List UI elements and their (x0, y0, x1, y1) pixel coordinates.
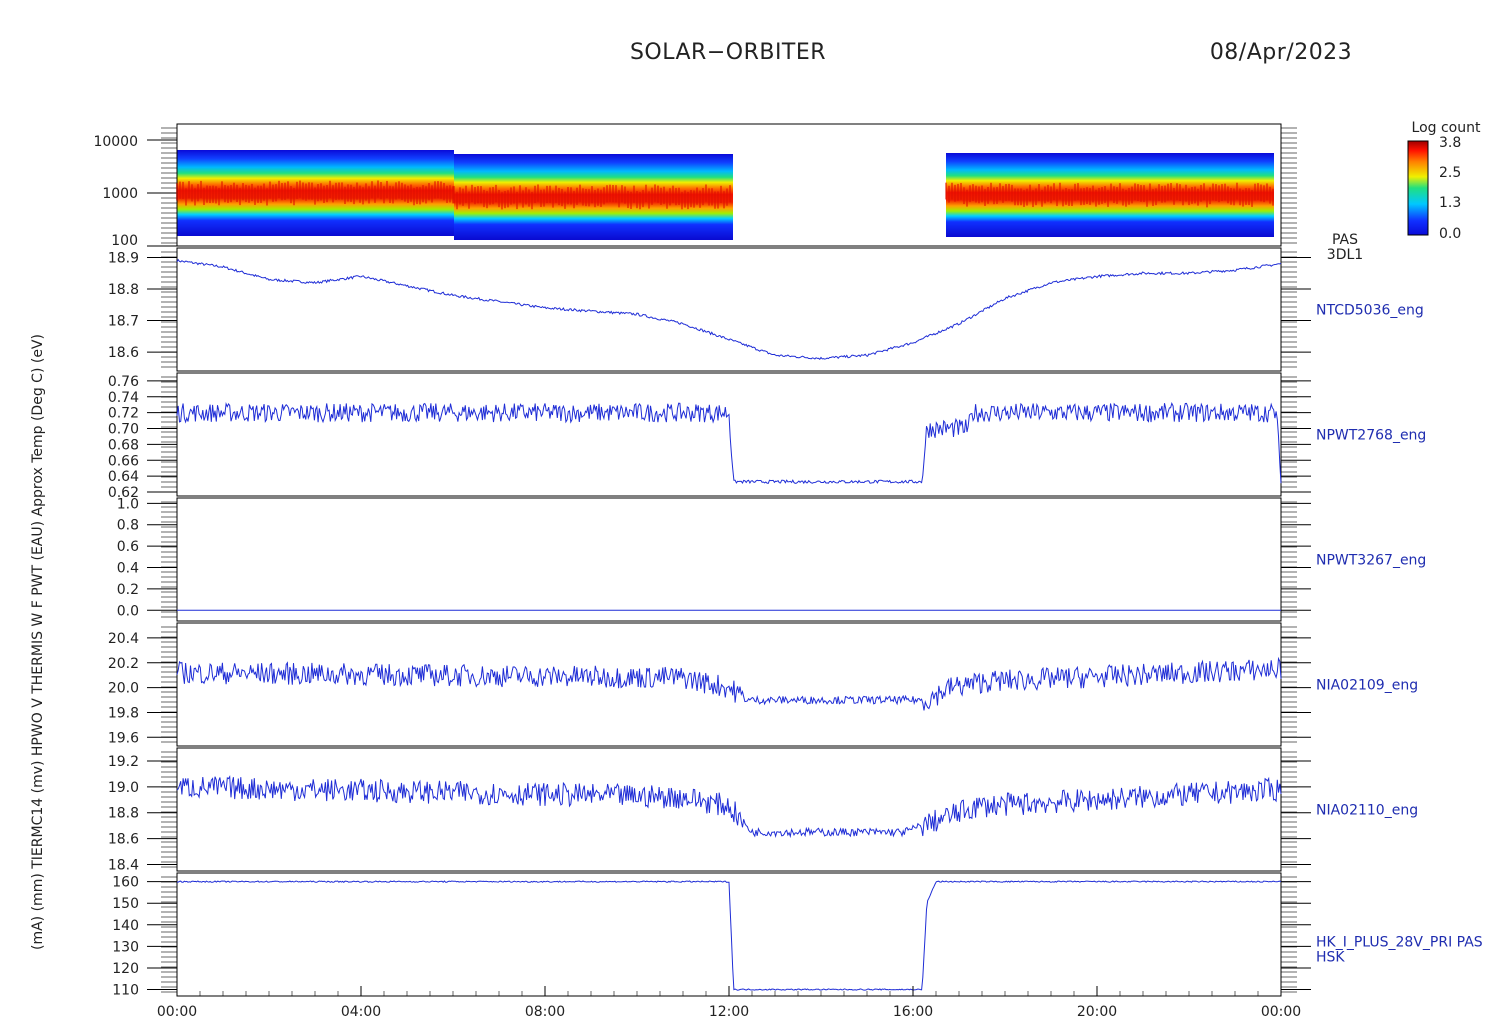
spec-ytick-10000: 10000 (93, 134, 138, 150)
colorbar-tick-3: 0.0 (1439, 226, 1461, 242)
y-axis-overlap-label: (mA) (mm) TIERMC14 (mv) HPWO V THERMIS W… (30, 334, 46, 950)
x-tick-label: 04:00 (341, 1004, 381, 1020)
ytick-label: 0.74 (108, 390, 139, 406)
chart-date: 08/Apr/2023 (1210, 40, 1352, 65)
spec-ytick-100: 100 (111, 233, 138, 249)
ytick-label: 0.68 (108, 437, 139, 453)
chart-title: SOLAR−ORBITER (630, 40, 826, 65)
ytick-label: 18.6 (108, 832, 139, 848)
series-line-NIA02110_eng (176, 775, 1282, 839)
ytick-label: 19.8 (108, 705, 139, 721)
colorbar-gradient (1407, 140, 1429, 236)
ytick-label: 0.66 (108, 453, 139, 469)
panel-frame-1 (176, 247, 1282, 372)
ytick-label: 0.70 (108, 422, 139, 438)
colorbar-title: Log count (1412, 120, 1481, 136)
ytick-label: 120 (112, 961, 139, 977)
spectrogram-block-2 (454, 154, 733, 240)
ytick-label: 150 (112, 896, 139, 912)
x-tick-label: 12:00 (709, 1004, 749, 1020)
ytick-label: 20.0 (108, 681, 139, 697)
ytick-label: 0.2 (117, 582, 139, 598)
ytick-label: 18.6 (108, 345, 139, 361)
x-tick-label: 08:00 (525, 1004, 565, 1020)
x-tick-label: 00:00 (1261, 1004, 1301, 1020)
colorbar: Log count 3.8 2.5 1.3 0.0 (1407, 120, 1481, 242)
series-label: HK_I_PLUS_28V_PRI PAS (1316, 935, 1483, 951)
ytick-label: 19.2 (108, 754, 139, 770)
ytick-label: 18.9 (108, 250, 139, 266)
ytick-label: 1.0 (117, 496, 139, 512)
series-line-NPWT2768_eng (176, 402, 1282, 485)
x-tick-label: 20:00 (1077, 1004, 1117, 1020)
ytick-label: 18.4 (108, 858, 139, 874)
ytick-label: 19.6 (108, 730, 139, 746)
ytick-label: 0.8 (117, 518, 139, 534)
panel-frame-3 (176, 497, 1282, 622)
ytick-label: 19.0 (108, 780, 139, 796)
ytick-label: 0.72 (108, 406, 139, 422)
series-label: HSK (1316, 950, 1345, 966)
ytick-label: 160 (112, 875, 139, 891)
ytick-label: 18.7 (108, 314, 139, 330)
spec-ytick-1000: 1000 (102, 186, 138, 202)
series-line-HK_I_PLUS_28V_PRI PAS (177, 880, 1282, 991)
series-label: NPWT3267_eng (1316, 553, 1426, 569)
series-line-NTCD5036_eng (176, 258, 1282, 361)
series-line-NIA02109_eng (176, 656, 1282, 711)
panel-frame-2 (176, 372, 1282, 497)
x-tick-label: 00:00 (157, 1004, 197, 1020)
x-tick-label: 16:00 (893, 1004, 933, 1020)
ytick-label: 0.4 (117, 561, 139, 577)
ytick-label: 140 (112, 918, 139, 934)
panel-frame-5 (176, 747, 1282, 872)
pas-label: PAS (1332, 232, 1358, 248)
ytick-label: 18.8 (108, 282, 139, 298)
pas-3dl1-label: 3DL1 (1327, 247, 1363, 263)
panel-frame-4 (176, 622, 1282, 747)
colorbar-tick-2: 1.3 (1439, 195, 1461, 211)
ytick-label: 110 (112, 983, 139, 999)
series-label: NIA02109_eng (1316, 678, 1418, 694)
series-label: NIA02110_eng (1316, 803, 1418, 819)
ytick-label: 20.4 (108, 631, 139, 647)
ytick-label: 0.64 (108, 469, 139, 485)
colorbar-tick-1: 2.5 (1439, 165, 1461, 181)
colorbar-tick-0: 3.8 (1439, 135, 1461, 151)
ytick-label: 0.6 (117, 539, 139, 555)
ytick-label: 0.62 (108, 485, 139, 501)
series-label: NPWT2768_eng (1316, 428, 1426, 444)
ytick-label: 130 (112, 939, 139, 955)
ytick-label: 0.0 (117, 603, 139, 619)
ytick-label: 0.76 (108, 374, 139, 390)
ytick-label: 20.2 (108, 656, 139, 672)
series-label: NTCD5036_eng (1316, 303, 1424, 319)
ytick-label: 18.8 (108, 806, 139, 822)
